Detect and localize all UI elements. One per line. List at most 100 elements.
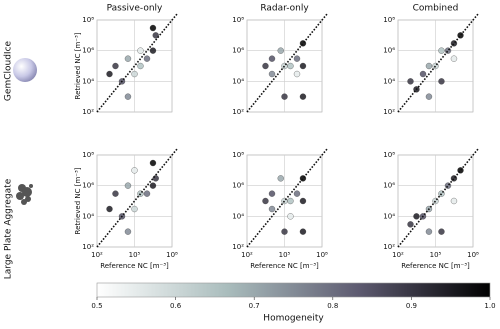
point — [299, 93, 307, 100]
point — [152, 175, 159, 182]
point — [149, 159, 157, 167]
point — [293, 55, 301, 62]
point — [137, 62, 144, 70]
y-tick-label: 10⁴ — [82, 212, 94, 220]
row-label: Large Plate Aggregate — [4, 178, 14, 279]
y-tick-label: 10⁸ — [82, 151, 94, 159]
point — [299, 228, 307, 235]
point — [137, 47, 144, 54]
point — [124, 55, 132, 62]
x-tick-label: 10² — [392, 251, 404, 259]
panel: 10² 10⁵ 10⁸ 10² 10⁴ 10⁶ 10⁸ Reference NC [m⁻³] — [383, 148, 479, 270]
panel: 10² 10⁵ 10⁸ 10² 10⁴ 10⁶ 10⁸ Reference NC [m⁻³] — [232, 148, 328, 270]
point — [450, 55, 458, 62]
y-tick-label: 10⁸ — [232, 151, 244, 159]
panel-title: Combined — [413, 4, 459, 14]
point — [112, 190, 119, 197]
point — [450, 197, 458, 205]
point — [444, 47, 452, 54]
y-tick-label: 10⁸ — [82, 16, 94, 24]
point — [287, 213, 294, 220]
y-tick-label: 10² — [82, 243, 94, 251]
panel: 10² 10⁵ 10⁸ 10² 10⁴ 10⁶ 10⁸ Reference NC [m⁻³] R… — [4, 148, 178, 279]
point — [106, 205, 113, 213]
y-tick-label: 10⁶ — [383, 47, 395, 55]
y-tick-label: 10⁸ — [383, 16, 395, 24]
x-tick-label: 10² — [241, 251, 253, 259]
point — [299, 175, 307, 182]
x-axis-label: Reference NC [m⁻³] — [100, 262, 169, 270]
x-tick-label: 10² — [91, 251, 103, 259]
point — [450, 175, 458, 182]
y-tick-label: 10⁸ — [232, 16, 244, 24]
point — [268, 70, 276, 78]
point — [124, 228, 132, 235]
colorbar-tick-label: 0.8 — [327, 302, 338, 310]
panel-title: Passive-only — [107, 4, 163, 14]
panel-title: Radar-only — [260, 4, 309, 14]
point — [438, 228, 445, 235]
y-tick-label: 10⁶ — [232, 47, 244, 55]
point — [262, 62, 269, 70]
point — [438, 78, 445, 85]
x-axis-label: Reference NC [m⁻³] — [250, 262, 319, 270]
point — [112, 62, 119, 70]
y-tick-label: 10⁴ — [383, 212, 395, 220]
point — [425, 62, 433, 70]
point — [106, 70, 113, 78]
point — [293, 190, 301, 197]
x-tick-label: 10⁸ — [166, 251, 178, 259]
colorbar — [96, 282, 491, 298]
sphere-icon — [13, 58, 37, 82]
y-tick-label: 10² — [383, 108, 395, 116]
point — [143, 190, 151, 197]
colorbar-label: Homogeneity — [263, 314, 324, 324]
point — [268, 55, 276, 62]
y-tick-label: 10⁶ — [82, 47, 94, 55]
point — [131, 205, 138, 213]
point — [143, 55, 151, 62]
x-tick-label: 10⁸ — [316, 251, 328, 259]
aggregate-icon — [16, 184, 33, 205]
point — [450, 40, 458, 47]
colorbar-tick-label: 0.7 — [249, 302, 260, 310]
y-tick-label: 10⁴ — [82, 77, 94, 85]
x-tick-label: 10⁸ — [467, 251, 479, 259]
point — [268, 205, 276, 213]
point — [425, 93, 433, 100]
point — [457, 32, 464, 39]
panel: 10² 10⁴ 10⁶ 10⁸ Radar-only — [232, 4, 328, 116]
point — [277, 47, 284, 54]
y-tick-label: 10² — [232, 108, 244, 116]
point — [299, 40, 307, 47]
row-label: GemCloudIce — [4, 40, 14, 101]
point — [149, 47, 157, 54]
point — [131, 167, 138, 174]
y-tick-label: 10⁴ — [232, 212, 244, 220]
point — [281, 93, 288, 100]
point — [281, 228, 288, 235]
point — [419, 70, 427, 78]
point — [293, 70, 301, 78]
point — [124, 93, 132, 100]
y-tick-label: 10⁴ — [383, 77, 395, 85]
point — [407, 78, 414, 85]
colorbar-tick-label: 1.0 — [484, 302, 495, 310]
point — [299, 197, 307, 205]
y-tick-label: 10² — [232, 243, 244, 251]
point — [407, 221, 414, 228]
point — [149, 182, 157, 189]
point — [287, 62, 294, 70]
colorbar-tick-label: 0.9 — [406, 302, 417, 310]
point — [457, 167, 464, 174]
point — [131, 70, 138, 78]
x-tick-label: 10⁵ — [430, 251, 442, 259]
y-axis-label: Retrieved NC [m⁻³] — [74, 32, 82, 99]
point — [149, 24, 157, 32]
panel: 10² 10⁴ 10⁶ 10⁸ Combined — [383, 4, 479, 116]
y-tick-label: 10² — [82, 108, 94, 116]
x-axis-label: Reference NC [m⁻³] — [401, 262, 470, 270]
y-tick-label: 10⁸ — [383, 151, 395, 159]
point — [438, 47, 445, 54]
